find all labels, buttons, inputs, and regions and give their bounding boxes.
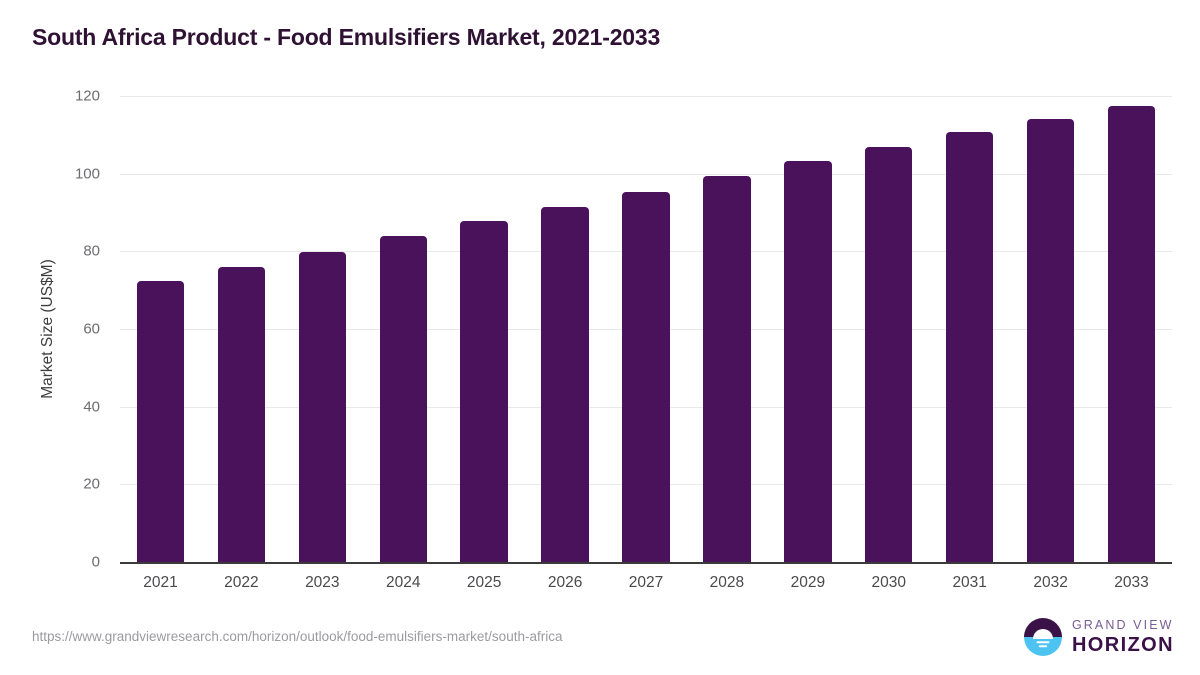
y-axis-tick-label: 80 (83, 242, 100, 260)
x-axis-tick-label: 2027 (628, 574, 664, 591)
bar-2031[interactable] (946, 131, 994, 562)
y-axis-tick-label: 0 (91, 553, 100, 571)
x-axis-tick-label: 2033 (1114, 574, 1149, 591)
brand-logo: GRAND VIEW HORIZON (1023, 617, 1174, 657)
bar-2029[interactable] (784, 161, 832, 562)
x-axis-tick-label: 2021 (143, 574, 178, 591)
gridline (120, 173, 1172, 175)
bar-2025[interactable] (460, 221, 508, 562)
x-axis-tick-label: 2030 (871, 574, 906, 591)
x-axis-tick-label: 2025 (466, 574, 502, 591)
chart-plot-area: Market Size (US$M) 0 20 40 60 80 100 120 2021 2… (39, 88, 1172, 591)
logo-line-grand-view: GRAND VIEW (1071, 618, 1174, 633)
bar-2021[interactable] (136, 280, 185, 562)
bar-2032[interactable] (1026, 118, 1075, 562)
x-axis-tick-label: 2028 (709, 574, 745, 591)
y-axis-tick-label: 20 (83, 475, 100, 493)
bar-2027[interactable] (622, 191, 670, 562)
x-axis-baseline (120, 562, 1172, 564)
gridline (120, 96, 1172, 97)
logo-wordmark: GRAND VIEW HORIZON (1072, 619, 1174, 655)
grand-view-horizon-logo-icon (1023, 618, 1062, 656)
y-axis-tick-label: 100 (74, 165, 100, 183)
x-axis-tick-label: 2024 (385, 574, 421, 591)
y-axis-tick-label: 60 (83, 320, 100, 338)
bar-2033[interactable] (1107, 106, 1156, 562)
x-axis-tick-label: 2026 (547, 574, 583, 591)
source-url-text: https://www.grandviewresearch.com/horizo… (32, 629, 563, 644)
bar-2030[interactable] (865, 146, 913, 562)
bar-2023[interactable] (298, 251, 346, 562)
bar-2024[interactable] (379, 236, 427, 562)
x-axis-tick-label: 2029 (790, 574, 826, 591)
y-axis-tick-label: 40 (83, 398, 100, 416)
y-axis-tick-label: 120 (74, 87, 100, 105)
x-axis-tick-label: 2032 (1033, 574, 1068, 591)
logo-line-horizon: HORIZON (1071, 633, 1174, 656)
bar-2022[interactable] (217, 266, 266, 562)
chart-bars (120, 96, 1172, 562)
bar-2026[interactable] (541, 206, 589, 562)
page-title: South Africa Product - Food Emulsifiers … (32, 24, 661, 50)
x-axis-tick-label: 2022 (224, 574, 259, 591)
bar-2028[interactable] (703, 176, 751, 562)
x-axis-tick-label: 2023 (305, 574, 340, 591)
x-axis-tick-label: 2031 (952, 574, 987, 591)
